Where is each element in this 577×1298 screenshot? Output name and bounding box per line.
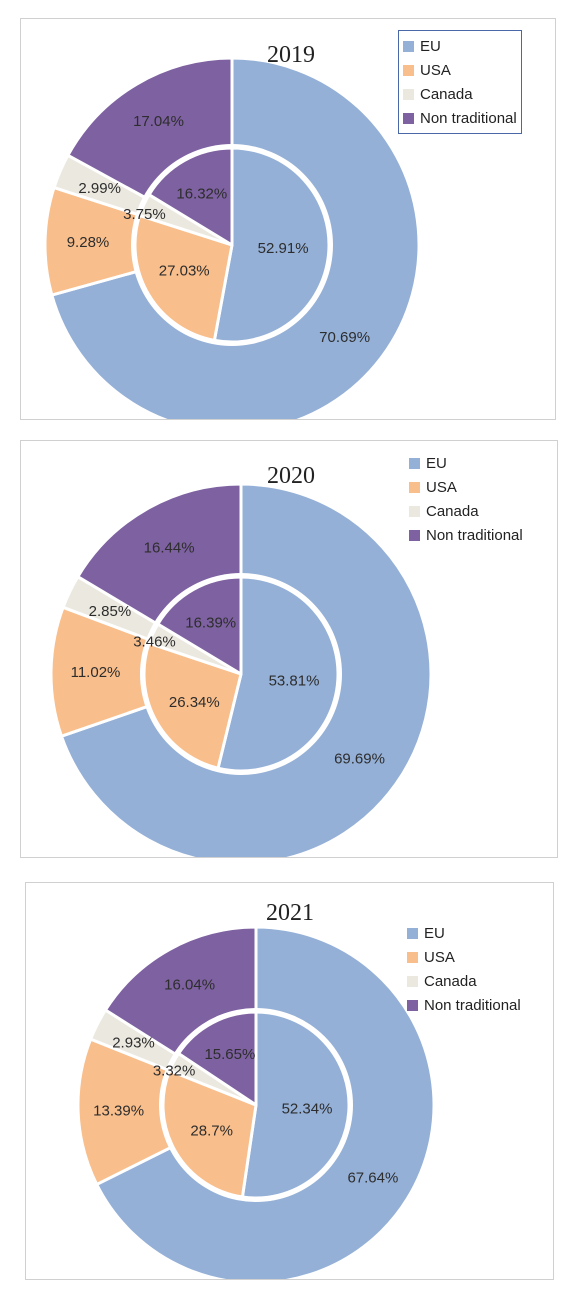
legend-label: USA — [426, 478, 457, 496]
legend-item-usa: USA — [403, 58, 517, 82]
inner-data-label-usa: 27.03% — [159, 262, 210, 279]
chart-legend: EU USA Canada Non traditional — [409, 451, 523, 547]
legend-item-non-traditional: Non traditional — [407, 993, 521, 1017]
legend-label: EU — [426, 454, 447, 472]
inner-data-label-eu: 52.34% — [282, 1101, 333, 1118]
inner-slice-usa — [161, 1069, 258, 1199]
outer-data-label-canada: 2.93% — [112, 1035, 155, 1052]
legend-swatch-icon — [409, 457, 420, 469]
outer-data-label-canada: 2.99% — [78, 180, 121, 197]
legend-swatch-icon — [403, 88, 414, 100]
chart-title: 2019 — [267, 42, 315, 68]
legend-label: EU — [420, 37, 441, 55]
legend-item-usa: USA — [409, 475, 523, 499]
legend-label: EU — [424, 924, 445, 942]
pie-chart-2021: 67.64% 13.39% 2.93% 16.04% 52.34% 28.7% 3.32% 1… — [76, 925, 436, 1279]
legend-label: Canada — [426, 502, 479, 520]
legend-swatch-icon — [409, 529, 420, 541]
legend-swatch-icon — [407, 927, 418, 939]
inner-data-label-non-traditional: 15.65% — [204, 1046, 255, 1063]
inner-slice-usa — [142, 641, 243, 770]
legend-swatch-icon — [407, 999, 418, 1011]
outer-data-label-usa: 9.28% — [67, 234, 110, 251]
inner-slice-usa — [133, 213, 234, 342]
legend-swatch-icon — [407, 951, 418, 963]
inner-data-label-usa: 26.34% — [169, 694, 220, 711]
outer-data-label-eu: 70.69% — [319, 329, 370, 346]
inner-data-label-canada: 3.75% — [123, 206, 166, 223]
legend-swatch-icon — [403, 112, 414, 124]
legend-item-canada: Canada — [403, 82, 517, 106]
chart-title: 2020 — [267, 463, 315, 489]
legend-swatch-icon — [403, 64, 414, 76]
outer-data-label-non-traditional: 16.04% — [164, 977, 215, 994]
chart-panel-2020: 69.69% 11.02% 2.85% 16.44% 53.81% 26.34% 3.46%… — [20, 440, 558, 858]
outer-data-label-non-traditional: 16.44% — [144, 540, 195, 557]
legend-swatch-icon — [409, 481, 420, 493]
inner-slice-non-traditional — [156, 575, 243, 676]
legend-item-eu: EU — [409, 451, 523, 475]
inner-slice-non-traditional — [177, 1010, 258, 1107]
outer-data-label-non-traditional: 17.04% — [133, 113, 184, 130]
legend-item-eu: EU — [403, 34, 517, 58]
chart-panel-2021: 67.64% 13.39% 2.93% 16.04% 52.34% 28.7% 3.32% 1… — [25, 882, 554, 1280]
legend-label: Non traditional — [424, 996, 521, 1014]
inner-data-label-eu: 53.81% — [269, 672, 320, 689]
inner-data-label-canada: 3.32% — [153, 1062, 196, 1079]
chart-title: 2021 — [266, 900, 314, 926]
legend-label: USA — [420, 61, 451, 79]
legend-label: Canada — [424, 972, 477, 990]
inner-data-label-eu: 52.91% — [258, 240, 309, 257]
legend-item-canada: Canada — [409, 499, 523, 523]
pie-chart-2020: 69.69% 11.02% 2.85% 16.44% 53.81% 26.34% 3.46%… — [49, 482, 433, 857]
inner-slice-eu — [212, 146, 331, 344]
inner-slice-non-traditional — [147, 146, 234, 247]
legend-item-non-traditional: Non traditional — [403, 106, 517, 130]
inner-data-label-non-traditional: 16.39% — [185, 615, 236, 632]
legend-label: USA — [424, 948, 455, 966]
pie-chart-2019: 70.69% 9.28% 2.99% 17.04% 52.91% 27.03% 3.75% 1… — [43, 56, 421, 419]
legend-swatch-icon — [409, 505, 420, 517]
legend-swatch-icon — [407, 975, 418, 987]
legend-label: Non traditional — [426, 526, 523, 544]
inner-data-label-non-traditional: 16.32% — [176, 186, 227, 203]
inner-slice-eu — [216, 575, 340, 773]
legend-swatch-icon — [403, 40, 414, 52]
outer-data-label-usa: 11.02% — [71, 664, 121, 681]
legend-item-eu: EU — [407, 921, 521, 945]
chart-legend: EU USA Canada Non traditional — [407, 921, 521, 1017]
legend-label: Canada — [420, 85, 473, 103]
legend-label: Non traditional — [420, 109, 517, 127]
inner-data-label-usa: 28.7% — [190, 1123, 233, 1140]
inner-data-label-canada: 3.46% — [133, 634, 176, 651]
outer-data-label-canada: 2.85% — [89, 603, 132, 620]
outer-data-label-eu: 67.64% — [347, 1169, 398, 1186]
chart-legend: EU USA Canada Non traditional — [398, 30, 522, 134]
legend-item-usa: USA — [407, 945, 521, 969]
outer-data-label-usa: 13.39% — [93, 1103, 144, 1120]
legend-item-non-traditional: Non traditional — [409, 523, 523, 547]
legend-item-canada: Canada — [407, 969, 521, 993]
inner-slice-eu — [240, 1010, 351, 1200]
outer-data-label-eu: 69.69% — [334, 750, 385, 767]
chart-panel-2019: 70.69% 9.28% 2.99% 17.04% 52.91% 27.03% 3.75% 1… — [20, 18, 556, 420]
